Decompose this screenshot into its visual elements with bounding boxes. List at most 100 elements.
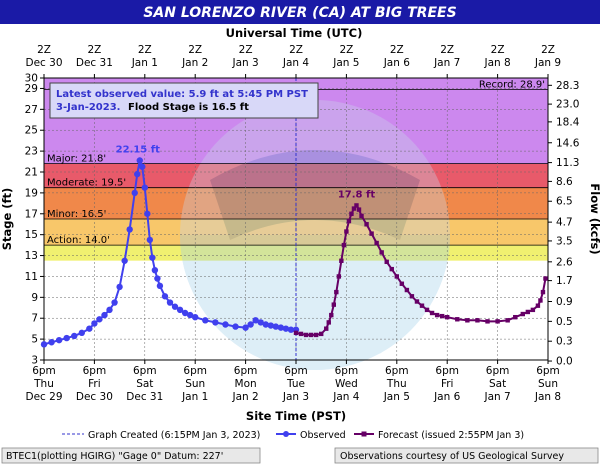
top-tick-date: Jan 7 <box>433 57 460 69</box>
footer-left-text: BTEC1(plotting HGIRG) "Gage 0" Datum: 22… <box>6 451 223 462</box>
observed-point <box>247 321 254 328</box>
top-tick-date: Jan 4 <box>282 57 310 69</box>
y2-tick-label: 6.5 <box>556 196 573 208</box>
y2-tick-label: 11.3 <box>556 157 579 169</box>
x-tick-time: 6pm <box>83 365 107 377</box>
x-tick-day: Thu <box>386 378 407 390</box>
observed-point <box>192 313 199 321</box>
forecast-legend-label: Forecast (issued 2:55PM Jan 3) <box>378 430 524 441</box>
observed-point <box>277 324 285 331</box>
x-tick-time: 6pm <box>486 365 510 377</box>
forecast-point <box>455 317 460 322</box>
y2-axis-title: Flow (kcfs) <box>588 183 600 254</box>
major-threshold-label: Major: 21.8' <box>47 154 106 165</box>
x-tick-date: Jan 1 <box>181 391 208 403</box>
forecast-point <box>404 287 410 293</box>
observed-point <box>176 306 184 314</box>
footer-right-text: Observations courtesy of US Geological S… <box>340 451 564 462</box>
x-tick-day: Sat <box>489 378 506 390</box>
observed-point <box>171 303 179 310</box>
observed-point <box>232 323 239 330</box>
top-tick-time: 2Z <box>188 44 202 56</box>
observed-point <box>252 317 259 324</box>
forecast-peak-label: 17.8 ft <box>338 189 376 200</box>
y-tick-label: 29 <box>25 83 38 95</box>
minor-threshold-label: Minor: 16.5' <box>47 209 106 220</box>
x-tick-day: Sat <box>136 378 153 390</box>
observed-point <box>141 184 148 191</box>
forecast-point <box>334 289 339 295</box>
top-tick-date: Dec 30 <box>25 57 62 69</box>
observed-point <box>131 189 138 197</box>
observed-point <box>154 275 161 282</box>
observed-point <box>202 317 209 324</box>
forecast-point <box>513 314 518 320</box>
forecast-point <box>485 319 490 324</box>
observed-point <box>272 323 280 330</box>
y-tick-label: 3 <box>31 355 38 367</box>
observed-point <box>139 163 146 170</box>
y-tick-label: 9 <box>31 292 38 304</box>
y-tick-label: 11 <box>25 271 38 283</box>
x-tick-day: Fri <box>441 378 454 390</box>
observed-point <box>48 339 55 346</box>
x-tick-time: 6pm <box>133 365 157 377</box>
observed-point <box>78 329 86 337</box>
x-tick-date: Jan 7 <box>483 391 510 403</box>
observed-point <box>181 309 189 317</box>
latest-date-text: 3-Jan-2023. <box>56 102 120 113</box>
observed-point <box>262 321 269 328</box>
top-tick-time: 2Z <box>37 44 51 56</box>
x-tick-date: Jan 2 <box>231 391 258 403</box>
noaa-logo-watermark <box>180 100 450 370</box>
top-tick-date: Jan 2 <box>181 57 208 69</box>
x-tick-day: Wed <box>335 378 358 390</box>
observed-point <box>121 257 128 264</box>
forecast-point <box>429 310 435 316</box>
footer-left-box <box>1 447 261 464</box>
observed-point <box>282 325 290 332</box>
forecast-point <box>394 274 399 279</box>
x-tick-date: Jan 8 <box>534 391 561 403</box>
top-tick-date: Jan 1 <box>131 57 158 69</box>
forecast-point <box>445 314 450 320</box>
x-tick-day: Mon <box>235 378 257 390</box>
x-axis-title: Site Time (PST) <box>246 409 346 423</box>
forecast-legend-marker <box>361 431 367 437</box>
forecast-point <box>525 309 531 315</box>
forecast-point <box>419 303 425 308</box>
y2-tick-label: 0.5 <box>556 316 573 328</box>
flood-stage-text: Flood Stage is 16.5 ft <box>128 102 249 113</box>
record-threshold-label: Record: 28.9' <box>479 79 545 90</box>
moderate-threshold-label: Moderate: 19.5' <box>47 178 126 189</box>
observed-point <box>111 299 118 306</box>
x-tick-date: Jan 4 <box>332 391 360 403</box>
top-tick-time: 2Z <box>491 44 505 56</box>
forecast-point <box>409 294 415 299</box>
forecast-point <box>341 242 347 248</box>
top-tick-time: 2Z <box>87 44 101 56</box>
forecast-point <box>344 229 349 234</box>
data-series <box>40 156 548 348</box>
forecast-point <box>303 332 309 338</box>
forecast-point <box>379 250 384 255</box>
forecast-point <box>535 303 541 308</box>
observed-point <box>222 321 229 328</box>
x-tick-time: 6pm <box>183 365 207 377</box>
grid-lines <box>44 78 548 360</box>
y2-tick-label: 2.6 <box>556 256 573 268</box>
observed-point <box>146 236 154 244</box>
y-tick-label: 23 <box>25 146 38 158</box>
forecast-point <box>349 211 354 216</box>
y-axis-title: Stage (ft) <box>0 188 14 251</box>
x-tick-time: 6pm <box>385 365 409 377</box>
y2-tick-label: 14.6 <box>556 137 580 149</box>
x-tick-time: 6pm <box>335 365 359 377</box>
top-tick-time: 2Z <box>138 44 152 56</box>
action-threshold-label: Action: 14.0' <box>47 235 110 246</box>
y2-tick-label: 4.7 <box>556 217 573 229</box>
y-tick-label: 17 <box>25 208 38 220</box>
x-tick-date: Dec 29 <box>25 391 62 403</box>
observed-point <box>156 282 164 290</box>
